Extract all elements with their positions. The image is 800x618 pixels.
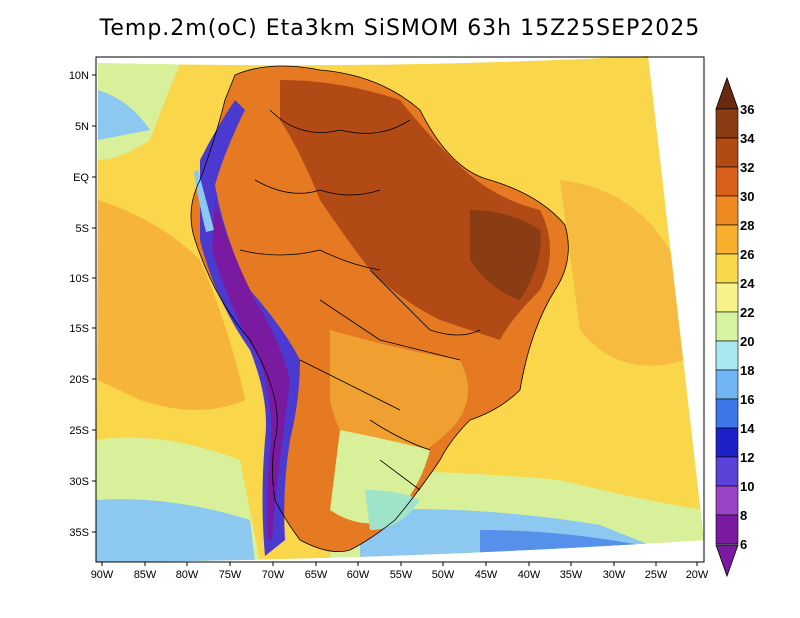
lon-label: 20W — [686, 569, 709, 581]
lat-label: 20S — [69, 374, 89, 386]
lat-label: 15S — [69, 323, 89, 335]
lon-label: 35W — [560, 569, 583, 581]
colorbar-label: 26 — [740, 247, 754, 262]
lat-label: 5S — [76, 223, 89, 235]
lon-label: 25W — [645, 569, 668, 581]
colorbar-swatch — [715, 340, 739, 371]
map-frame — [95, 56, 705, 563]
colorbar-bottom-arrow — [715, 544, 739, 578]
lat-label: 10S — [69, 273, 89, 285]
lat-label: 35S — [69, 527, 89, 539]
colorbar-label: 16 — [740, 392, 754, 407]
lat-label: EQ — [73, 172, 89, 184]
colorbar-swatch — [715, 369, 739, 400]
colorbar-label: 6 — [740, 537, 747, 552]
lat-label: 5N — [75, 121, 89, 133]
lon-label: 50W — [432, 569, 455, 581]
colorbar: 36 34 32 30 28 26 24 22 20 18 16 14 12 10 8 6 — [715, 76, 755, 578]
colorbar-swatch — [715, 253, 739, 284]
colorbar-label: 20 — [740, 334, 754, 349]
colorbar-label: 34 — [740, 131, 755, 146]
colorbar-swatch — [715, 137, 739, 168]
colorbar-swatch — [715, 108, 739, 139]
map-title: Temp.2m(oC) Eta3km SiSMOM 63h 15Z25SEP20… — [99, 16, 701, 41]
lon-label: 65W — [305, 569, 328, 581]
colorbar-swatch — [715, 427, 739, 458]
lon-label: 85W — [134, 569, 157, 581]
colorbar-label: 10 — [740, 479, 754, 494]
colorbar-label: 12 — [740, 450, 754, 465]
colorbar-label: 24 — [740, 276, 755, 291]
lon-label: 45W — [475, 569, 498, 581]
lat-label: 30S — [69, 476, 89, 488]
lon-label: 60W — [347, 569, 370, 581]
colorbar-label: 8 — [740, 508, 747, 523]
colorbar-swatch — [715, 311, 739, 342]
lon-label: 70W — [262, 569, 285, 581]
colorbar-label: 36 — [740, 102, 754, 117]
lat-label: 25S — [69, 425, 89, 437]
lon-label: 40W — [518, 569, 541, 581]
colorbar-swatch — [715, 166, 739, 197]
colorbar-swatch — [715, 398, 739, 429]
colorbar-swatch — [715, 195, 739, 226]
lat-label: 10N — [69, 70, 89, 82]
colorbar-swatch — [715, 456, 739, 487]
lon-label: 80W — [176, 569, 199, 581]
colorbar-label: 14 — [740, 421, 755, 436]
colorbar-label: 18 — [740, 363, 754, 378]
lon-label: 30W — [603, 569, 626, 581]
lon-label: 75W — [219, 569, 242, 581]
colorbar-swatch — [715, 514, 739, 545]
colorbar-label: 22 — [740, 305, 754, 320]
lon-label: 90W — [91, 569, 114, 581]
lon-label: 55W — [390, 569, 413, 581]
colorbar-label: 32 — [740, 160, 754, 175]
colorbar-swatch — [715, 485, 739, 516]
colorbar-label: 28 — [740, 218, 754, 233]
coastline-borders — [190, 65, 569, 553]
colorbar-top-arrow — [715, 76, 739, 110]
lon-axis: 90W 85W 80W 75W 70W 65W 60W 55W 50W 45W … — [91, 562, 709, 581]
colorbar-swatch — [715, 282, 739, 313]
colorbar-swatch — [715, 224, 739, 255]
field-layer — [96, 56, 704, 562]
lat-axis: 10N 5N EQ 5S 10S 15S 20S 25S 30S 35S — [69, 70, 96, 539]
colorbar-label: 30 — [740, 189, 754, 204]
